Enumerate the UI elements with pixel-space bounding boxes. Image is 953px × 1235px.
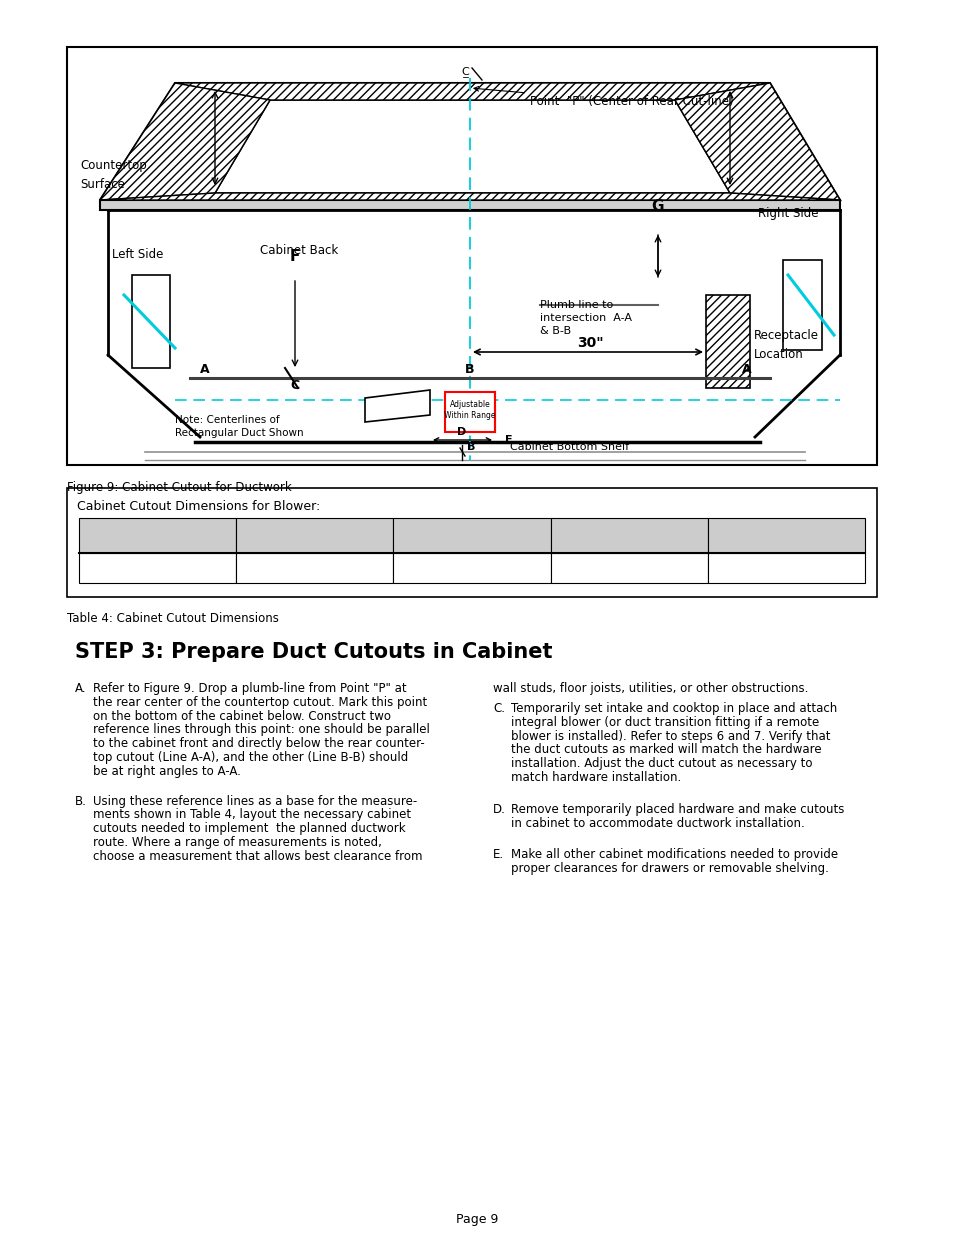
Text: cutouts needed to implement  the planned ductwork: cutouts needed to implement the planned … <box>92 823 405 835</box>
Bar <box>132 275 170 368</box>
Bar <box>79 553 236 583</box>
Text: Plumb line to
intersection  A-A
& B-B: Plumb line to intersection A-A & B-B <box>539 300 631 336</box>
Text: to the cabinet front and directly below the rear counter-: to the cabinet front and directly below … <box>92 737 424 750</box>
Text: in cabinet to accommodate ductwork installation.: in cabinet to accommodate ductwork insta… <box>511 816 804 830</box>
Text: B.: B. <box>75 794 87 808</box>
Text: Point  "P" (Center of Rear Cut-line): Point "P" (Center of Rear Cut-line) <box>474 86 733 109</box>
Text: Adjustable
Within Range: Adjustable Within Range <box>444 400 496 420</box>
Text: 30": 30" <box>576 336 602 350</box>
Polygon shape <box>365 390 430 422</box>
Text: B: B <box>465 363 475 375</box>
Text: Rectangular Duct Shown: Rectangular Duct Shown <box>174 429 303 438</box>
Text: blower is installed). Refer to steps 6 and 7. Verify that: blower is installed). Refer to steps 6 a… <box>511 730 830 742</box>
Text: choose a measurement that allows best clearance from: choose a measurement that allows best cl… <box>92 850 422 863</box>
Text: reference lines through this point: one should be parallel: reference lines through this point: one … <box>92 724 430 736</box>
Text: Table 4: Cabinet Cutout Dimensions: Table 4: Cabinet Cutout Dimensions <box>67 613 278 625</box>
Text: D.: D. <box>493 803 505 816</box>
Bar <box>707 517 864 553</box>
Text: E.: E. <box>493 848 503 861</box>
Text: C: C <box>290 379 299 391</box>
Polygon shape <box>100 193 840 200</box>
Text: Using these reference lines as a base for the measure-: Using these reference lines as a base fo… <box>92 794 416 808</box>
Text: Right Side: Right Side <box>758 207 818 221</box>
Bar <box>79 517 236 553</box>
Text: Cabinet Cutout Dimensions for Blower:: Cabinet Cutout Dimensions for Blower: <box>77 500 320 513</box>
Bar <box>393 517 550 553</box>
Text: the duct cutouts as marked will match the hardware: the duct cutouts as marked will match th… <box>511 743 821 756</box>
Text: be at right angles to A-A.: be at right angles to A-A. <box>92 764 240 778</box>
Text: on the bottom of the cabinet below. Construct two: on the bottom of the cabinet below. Cons… <box>92 710 391 722</box>
Text: wall studs, floor joists, utilities, or other obstructions.: wall studs, floor joists, utilities, or … <box>493 682 807 695</box>
Text: C̲: C̲ <box>460 67 468 78</box>
Text: F: F <box>290 249 300 264</box>
Polygon shape <box>100 83 270 200</box>
Text: Remove temporarily placed hardware and make cutouts: Remove temporarily placed hardware and m… <box>511 803 843 816</box>
Polygon shape <box>100 83 840 200</box>
Text: A.: A. <box>75 682 87 695</box>
Text: top cutout (Line A-A), and the other (Line B-B) should: top cutout (Line A-A), and the other (Li… <box>92 751 408 764</box>
Bar <box>550 553 707 583</box>
Text: A: A <box>741 363 751 375</box>
Text: Cabinet Back: Cabinet Back <box>260 243 338 257</box>
Bar <box>67 488 876 597</box>
Text: C.: C. <box>493 701 504 715</box>
Polygon shape <box>214 100 729 193</box>
Bar <box>782 261 821 350</box>
Text: Cabinet Bottom Shelf: Cabinet Bottom Shelf <box>510 442 628 452</box>
Bar <box>444 391 495 432</box>
Text: Receptacle
Location: Receptacle Location <box>753 330 818 361</box>
Bar <box>707 553 864 583</box>
Bar <box>67 47 876 466</box>
Polygon shape <box>100 200 840 210</box>
Text: the rear center of the countertop cutout. Mark this point: the rear center of the countertop cutout… <box>92 695 427 709</box>
Text: D: D <box>456 427 466 437</box>
Text: Countertop
Surface: Countertop Surface <box>80 159 147 190</box>
Bar <box>705 295 749 388</box>
Text: Left Side: Left Side <box>112 248 163 262</box>
Text: route. Where a range of measurements is noted,: route. Where a range of measurements is … <box>92 836 381 848</box>
Text: ments shown in Table 4, layout the necessary cabinet: ments shown in Table 4, layout the neces… <box>92 809 411 821</box>
Text: A: A <box>200 363 210 375</box>
Text: Make all other cabinet modifications needed to provide: Make all other cabinet modifications nee… <box>511 848 838 861</box>
Text: installation. Adjust the duct cutout as necessary to: installation. Adjust the duct cutout as … <box>511 757 812 771</box>
Text: match hardware installation.: match hardware installation. <box>511 771 680 784</box>
Text: STEP 3: Prepare Duct Cutouts in Cabinet: STEP 3: Prepare Duct Cutouts in Cabinet <box>75 642 552 662</box>
Text: Page 9: Page 9 <box>456 1213 497 1226</box>
Bar <box>236 553 393 583</box>
Bar <box>236 517 393 553</box>
Bar <box>550 517 707 553</box>
Polygon shape <box>174 83 769 100</box>
Polygon shape <box>675 83 840 200</box>
Text: proper clearances for drawers or removable shelving.: proper clearances for drawers or removab… <box>511 862 828 876</box>
Text: Figure 9: Cabinet Cutout for Ductwork: Figure 9: Cabinet Cutout for Ductwork <box>67 480 292 494</box>
Bar <box>393 553 550 583</box>
Text: B: B <box>466 442 475 452</box>
Text: E: E <box>504 435 512 445</box>
Text: Note: Centerlines of: Note: Centerlines of <box>174 415 279 425</box>
Text: integral blower (or duct transition fitting if a remote: integral blower (or duct transition fitt… <box>511 716 819 729</box>
Text: Temporarily set intake and cooktop in place and attach: Temporarily set intake and cooktop in pl… <box>511 701 837 715</box>
Text: Refer to Figure 9. Drop a plumb-line from Point "P" at: Refer to Figure 9. Drop a plumb-line fro… <box>92 682 406 695</box>
Text: G: G <box>651 199 663 214</box>
